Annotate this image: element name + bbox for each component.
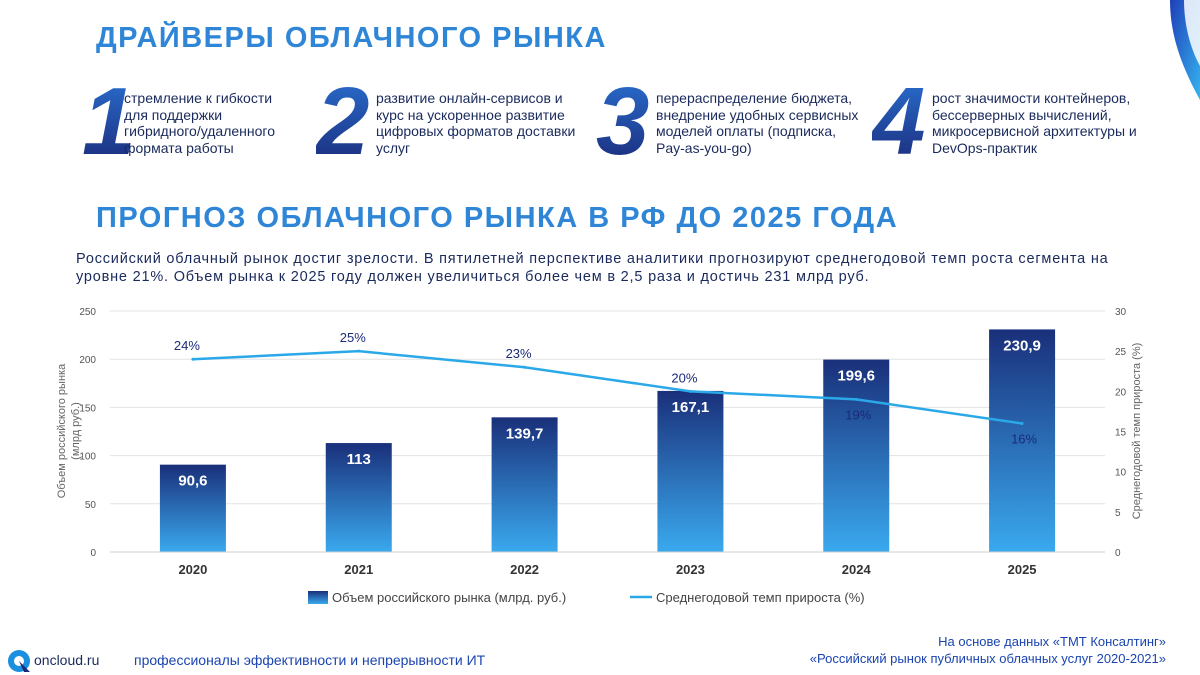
driver-number: 3	[596, 68, 650, 175]
x-tick-label: 2021	[344, 562, 373, 577]
brand-name: oncloud.ru	[34, 652, 100, 668]
driver-text: рост значимости контейнеров, бессерверны…	[932, 90, 1137, 156]
bar-2020	[159, 464, 226, 552]
x-tick-label: 2020	[178, 562, 207, 577]
y-tick-label: 0	[90, 548, 96, 559]
source-line-1: На основе данных «ТМТ Консалтинг»	[938, 634, 1166, 649]
y2-tick-label: 10	[1115, 468, 1127, 479]
bar-2022	[491, 417, 558, 552]
x-tick-label: 2023	[676, 562, 705, 577]
x-tick-label: 2025	[1008, 562, 1037, 577]
x-tick-label: 2022	[510, 562, 539, 577]
bar-value-label: 139,7	[506, 425, 544, 442]
y-tick-label: 250	[79, 307, 96, 318]
growth-value-label: 20%	[671, 370, 697, 385]
legend-line-label: Среднегодовой темп прироста (%)	[656, 590, 865, 605]
growth-value-label: 16%	[1011, 431, 1037, 446]
source-note: На основе данных «ТМТ Консалтинг» «Росси…	[810, 633, 1166, 667]
y2-tick-label: 25	[1115, 347, 1127, 358]
brand-tagline: профессионалы эффективности и непрерывно…	[134, 652, 486, 668]
legend-bar-swatch	[308, 591, 328, 604]
growth-value-label: 23%	[506, 346, 532, 361]
y-tick-label: 100	[79, 452, 96, 463]
bar-value-label: 167,1	[672, 399, 710, 416]
driver-4: 4 рост значимости контейнеров, бессервер…	[872, 74, 1172, 170]
driver-text: развитие онлайн-сервисов и курс на ускор…	[376, 90, 576, 156]
y2-tick-label: 0	[1115, 548, 1121, 559]
bar-2025	[989, 329, 1056, 552]
driver-2: 2 развитие онлайн-сервисов и курс на уск…	[316, 74, 586, 170]
driver-3: 3 перераспределение бюджета, внедрение у…	[596, 74, 866, 170]
growth-point	[523, 365, 527, 369]
x-tick-label: 2024	[842, 562, 872, 577]
y2-tick-label: 30	[1115, 307, 1127, 318]
growth-point	[191, 357, 195, 361]
source-line-2: «Российский рынок публичных облачных усл…	[809, 651, 1166, 666]
y-tick-label: 200	[79, 355, 96, 366]
legend-bar-label: Объем российского рынка (млрд. руб.)	[332, 590, 566, 605]
growth-value-label: 24%	[174, 338, 200, 353]
bar-value-label: 230,9	[1003, 337, 1041, 354]
bar-2023	[657, 390, 724, 552]
driver-1: 1 стремление к гибкости для поддержки ги…	[82, 74, 302, 170]
bar-2024	[823, 359, 890, 552]
driver-number: 1	[82, 68, 136, 175]
growth-value-label: 25%	[340, 330, 366, 345]
y-axis-label: Объем российского рынка (млрд руб.)	[56, 363, 82, 498]
oncloud-logo-icon	[8, 650, 30, 672]
corner-decoration	[1170, 0, 1200, 100]
growth-point	[357, 349, 361, 353]
growth-point	[854, 397, 858, 401]
y-tick-label: 50	[85, 500, 97, 511]
y2-tick-label: 20	[1115, 387, 1127, 398]
intro-text: Российский облачный рынок достиг зрелост…	[76, 251, 1109, 285]
bar-value-label: 199,6	[837, 368, 875, 385]
growth-line	[192, 349, 1023, 425]
driver-number: 4	[872, 68, 926, 175]
y-tick-label: 150	[79, 403, 96, 414]
y2-tick-label: 5	[1115, 508, 1121, 519]
bar-value-label: 90,6	[178, 473, 207, 490]
growth-value-label: 19%	[845, 407, 871, 422]
y2-axis-label: Среднегодовой темп прироста (%)	[1131, 343, 1143, 520]
growth-point	[688, 389, 692, 393]
bar-2021	[325, 443, 392, 552]
driver-text: перераспределение бюджета, внедрение удо…	[656, 90, 859, 156]
driver-text: стремление к гибкости для поддержки гибр…	[124, 90, 275, 156]
growth-point	[1020, 421, 1024, 425]
forecast-title: ПРОГНОЗ ОБЛАЧНОГО РЫНКА В РФ ДО 2025 ГОД…	[96, 202, 899, 234]
driver-number: 2	[316, 68, 370, 175]
bar-value-label: 113	[347, 451, 371, 468]
y2-tick-label: 15	[1115, 428, 1127, 439]
drivers-title: ДРАЙВЕРЫ ОБЛАЧНОГО РЫНКА	[96, 22, 607, 54]
